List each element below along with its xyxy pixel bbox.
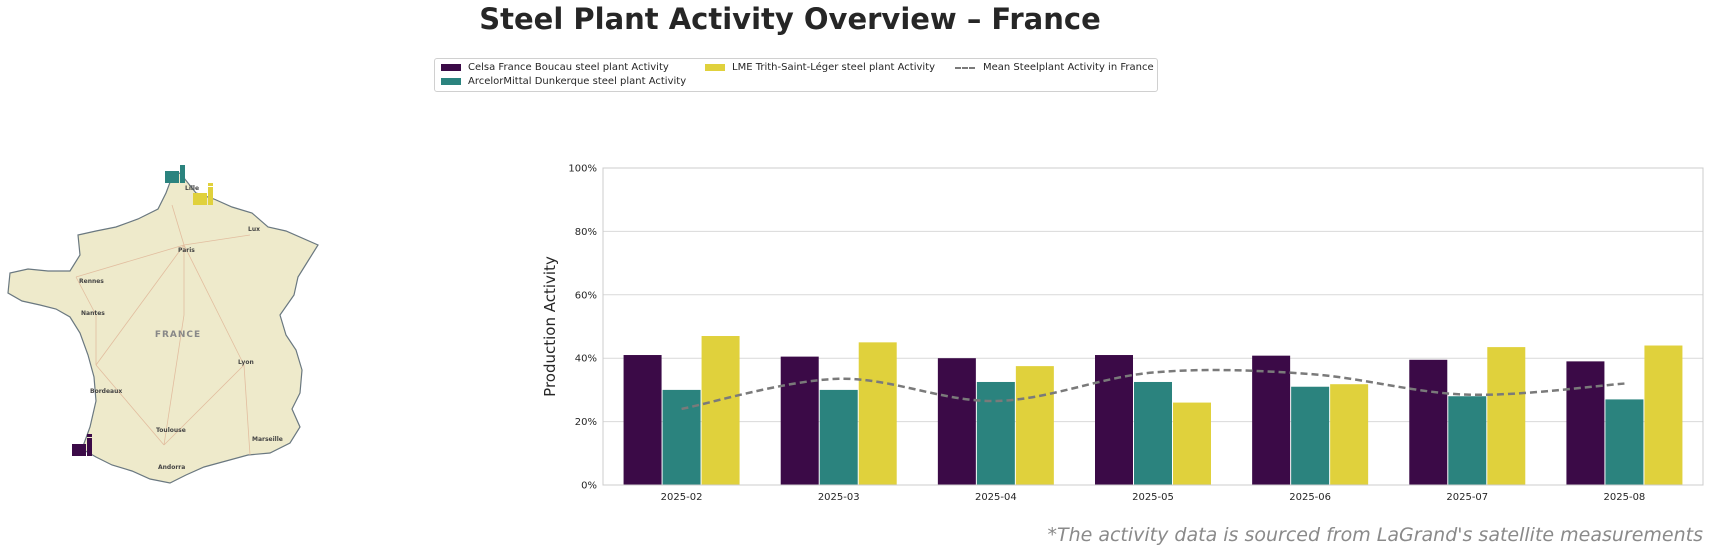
road-network [75,204,251,456]
y-tick-label: 20% [575,417,597,428]
bar [937,358,976,485]
bar [1566,361,1605,485]
x-tick-label: 2025-04 [975,492,1017,500]
x-tick-label: 2025-08 [1604,492,1646,500]
y-tick-label: 100% [568,164,597,175]
bar [701,336,740,485]
legend-item-celsa: Celsa France Boucau steel plant Activity [441,62,669,73]
bar [1644,345,1683,485]
legend-item-lme: LME Trith-Saint-Léger steel plant Activi… [705,62,935,73]
y-tick-label: 80% [575,227,597,238]
bar [1095,355,1133,485]
bar [1487,347,1526,485]
legend-swatch-arcelor [441,78,461,85]
legend-label-celsa: Celsa France Boucau steel plant Activity [468,62,669,73]
y-ticks: 0% 20% 40% 60% 80% 100% [568,164,597,492]
city-label-lyon: Lyon [238,359,254,366]
bar [819,389,858,485]
bar [1605,399,1644,485]
x-ticks: 2025-02 2025-03 2025-04 2025-05 2025-06 2025-… [661,492,1646,500]
france-outline [7,172,319,484]
city-label-rennes: Rennes [79,278,104,285]
bar [1409,359,1448,485]
bar [780,356,819,485]
legend-swatch-mean [955,66,975,69]
factory-icon [72,434,92,456]
bar [1134,381,1172,485]
city-label-marseille: Marseille [252,436,283,443]
france-map: Lille Paris Rennes Nantes Lyon Bordeaux … [7,165,319,484]
bar [662,389,701,485]
city-label-lille: Lille [185,185,199,192]
x-tick-label: 2025-06 [1289,492,1331,500]
bar [1252,355,1291,485]
city-label-nantes: Nantes [81,310,105,317]
chart-title: Steel Plant Activity Overview – France [479,2,1101,36]
legend-label-lme: LME Trith-Saint-Léger steel plant Activi… [732,62,936,73]
factory-icon [193,183,213,205]
bar [1173,402,1211,485]
plot-frame [602,167,1704,486]
y-tick-label: 40% [575,354,597,365]
bar [976,381,1015,485]
legend-label-mean: Mean Steelplant Activity in France [983,62,1154,73]
y-axis-label: Production Activity [541,256,559,397]
y-tick-label: 60% [575,290,597,301]
x-tick-label: 2025-07 [1446,492,1488,500]
legend: Celsa France Boucau steel plant Activity… [434,58,1158,92]
bar [1015,366,1054,485]
city-label-andorra: Andorra [158,464,185,471]
legend-swatch-lme [705,64,725,71]
x-tick-label: 2025-05 [1132,492,1174,500]
legend-label-arcelor: ArcelorMittal Dunkerque steel plant Acti… [468,76,687,87]
bar [1448,396,1487,485]
city-label-toulouse: Toulouse [156,427,186,434]
bar [623,355,662,485]
bar-chart: 0% 20% 40% 60% 80% 100% 2025-02 2025-03 2025-04… [541,164,1704,500]
bar [1291,386,1330,485]
legend-swatch-celsa [441,64,461,71]
legend-item-arcelor: ArcelorMittal Dunkerque steel plant Acti… [441,76,686,87]
city-label-bordeaux: Bordeaux [90,388,122,395]
factory-icon [165,165,185,183]
bar [1330,384,1369,485]
mean-line-group [681,368,1625,411]
x-tick-label: 2025-03 [818,492,860,500]
mean-activity-line [681,368,1625,411]
x-tick-label: 2025-02 [661,492,703,500]
legend-item-mean: Mean Steelplant Activity in France [955,62,1154,73]
bar [858,342,897,485]
y-tick-label: 0% [581,481,597,492]
city-label-paris: Paris [178,247,195,254]
city-labels: Lille Paris Rennes Nantes Lyon Bordeaux … [79,185,283,471]
footnote: *The activity data is sourced from LaGra… [1047,524,1703,546]
city-label-lux: Lux [248,226,260,233]
map-country-label: FRANCE [155,330,201,340]
